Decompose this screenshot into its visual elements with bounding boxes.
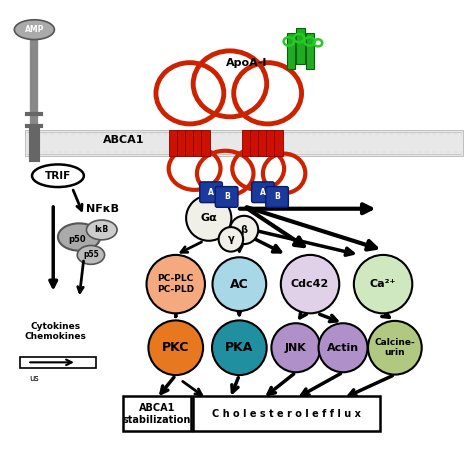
- Text: PKA: PKA: [225, 341, 254, 354]
- Bar: [242, 130, 251, 156]
- Text: ABCA1: ABCA1: [103, 136, 145, 146]
- FancyBboxPatch shape: [123, 396, 191, 431]
- Circle shape: [146, 255, 205, 313]
- FancyBboxPatch shape: [193, 396, 380, 431]
- Text: TRIF: TRIF: [45, 171, 71, 181]
- Bar: [177, 130, 186, 156]
- Text: A: A: [208, 188, 214, 197]
- Bar: [20, 357, 96, 367]
- Circle shape: [354, 255, 412, 313]
- Bar: [25, 130, 463, 156]
- Text: Cytokines
Chemokines: Cytokines Chemokines: [25, 321, 87, 341]
- Circle shape: [148, 320, 203, 375]
- Circle shape: [212, 257, 266, 311]
- Bar: [266, 130, 275, 156]
- Text: PC-PLC
PC-PLD: PC-PLC PC-PLD: [157, 274, 194, 294]
- Bar: [274, 130, 283, 156]
- Ellipse shape: [58, 223, 100, 251]
- Text: ApoA-I: ApoA-I: [226, 58, 267, 68]
- Bar: [306, 33, 314, 69]
- Text: B: B: [224, 192, 229, 201]
- Bar: [287, 33, 295, 69]
- Bar: [193, 130, 201, 156]
- Text: NFκB: NFκB: [86, 204, 119, 214]
- Text: p55: p55: [83, 250, 99, 259]
- Circle shape: [230, 216, 258, 244]
- Circle shape: [281, 255, 339, 313]
- Circle shape: [319, 323, 367, 372]
- FancyBboxPatch shape: [252, 182, 274, 202]
- Text: IκB: IκB: [95, 226, 109, 235]
- Text: AMP: AMP: [25, 25, 44, 34]
- Bar: [296, 28, 305, 64]
- Bar: [185, 130, 194, 156]
- Text: C h o l e s t e r o l e f f l u x: C h o l e s t e r o l e f f l u x: [212, 409, 361, 419]
- Text: β: β: [240, 225, 247, 235]
- Text: γ: γ: [228, 234, 234, 245]
- FancyBboxPatch shape: [200, 182, 222, 202]
- Text: AC: AC: [230, 278, 249, 291]
- Ellipse shape: [77, 246, 105, 264]
- Text: A: A: [260, 188, 266, 197]
- Text: JNK: JNK: [285, 343, 307, 353]
- Text: Ca²⁺: Ca²⁺: [370, 279, 396, 289]
- Ellipse shape: [14, 20, 55, 39]
- Text: p50: p50: [68, 235, 86, 244]
- Text: B: B: [274, 192, 280, 201]
- Ellipse shape: [86, 220, 117, 240]
- Circle shape: [212, 320, 267, 375]
- Bar: [169, 130, 178, 156]
- Text: Gα: Gα: [201, 213, 217, 223]
- Bar: [201, 130, 210, 156]
- Ellipse shape: [32, 164, 84, 187]
- FancyBboxPatch shape: [266, 187, 288, 207]
- Text: Calcine-
urin: Calcine- urin: [374, 338, 415, 357]
- Bar: [250, 130, 259, 156]
- Text: Cdc42: Cdc42: [291, 279, 329, 289]
- Text: us: us: [29, 374, 39, 383]
- FancyBboxPatch shape: [215, 187, 238, 207]
- Bar: [258, 130, 267, 156]
- Text: ABCA1
stabilization: ABCA1 stabilization: [123, 403, 191, 425]
- Circle shape: [272, 323, 320, 372]
- Circle shape: [219, 227, 243, 252]
- Text: PKC: PKC: [162, 341, 190, 354]
- Text: Actin: Actin: [327, 343, 359, 353]
- Circle shape: [186, 196, 231, 241]
- Circle shape: [368, 321, 422, 374]
